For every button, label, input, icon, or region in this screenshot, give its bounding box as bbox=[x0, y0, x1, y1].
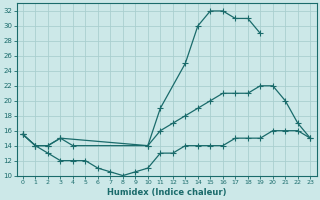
X-axis label: Humidex (Indice chaleur): Humidex (Indice chaleur) bbox=[107, 188, 226, 197]
